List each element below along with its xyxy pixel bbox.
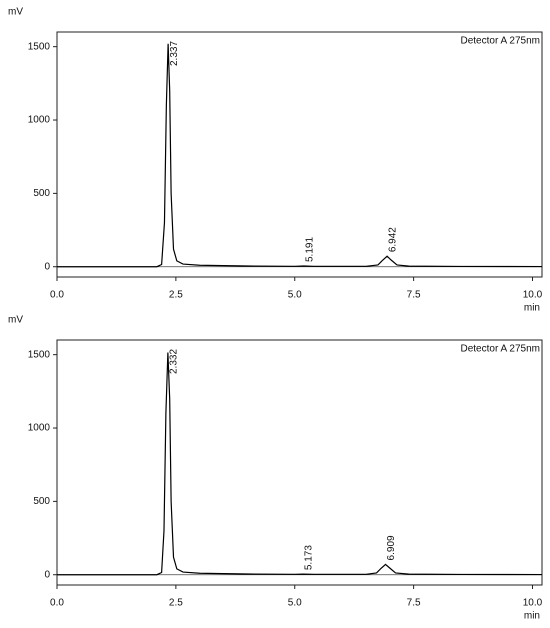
x-tick-label: 10.0 [523, 290, 543, 301]
legend-label: Detector A 275nm [461, 36, 541, 47]
trace [57, 43, 543, 268]
x-tick-label: 5.0 [288, 290, 302, 301]
x-axis-label: min [524, 611, 540, 622]
y-tick-label: 500 [33, 188, 50, 199]
chart: mV min 0 500 1000 1500 0.0 2.5 5.0 7.5 10.0 Detecto… [8, 315, 543, 622]
x-tick-label: 0.0 [50, 290, 64, 301]
y-tick-label: 1000 [28, 423, 51, 434]
peak-label: 2.337 [169, 41, 180, 66]
y-tick-label: 0 [44, 261, 50, 272]
peak-label: 5.191 [304, 237, 315, 262]
y-tick-label: 1000 [28, 115, 51, 126]
y-axis-label: mV [8, 7, 23, 18]
chart: mV min 0 500 1000 1500 0.0 2.5 5.0 7.5 10.0 Detecto… [8, 7, 543, 314]
legend-label: Detector A 275nm [461, 344, 541, 355]
plot-frame [56, 339, 543, 586]
y-tick-label: 1500 [28, 41, 51, 52]
x-tick-label: 7.5 [407, 290, 421, 301]
y-axis-label: mV [8, 315, 23, 326]
y-tick-label: 500 [33, 496, 50, 507]
x-tick-label: 10.0 [523, 598, 543, 609]
x-tick-label: 2.5 [169, 290, 183, 301]
x-tick-label: 7.5 [407, 598, 421, 609]
peak-label: 5.173 [304, 545, 315, 570]
y-tick-label: 1500 [28, 349, 51, 360]
x-tick-label: 0.0 [50, 598, 64, 609]
plot-frame [56, 31, 543, 278]
x-axis-label: min [524, 303, 540, 314]
peak-label: 6.942 [388, 227, 399, 252]
peak-label: 6.909 [386, 535, 397, 560]
y-tick-label: 0 [44, 569, 50, 580]
x-tick-label: 2.5 [169, 598, 183, 609]
x-tick-label: 5.0 [288, 598, 302, 609]
trace [57, 352, 543, 576]
peak-label: 2.332 [169, 349, 180, 374]
